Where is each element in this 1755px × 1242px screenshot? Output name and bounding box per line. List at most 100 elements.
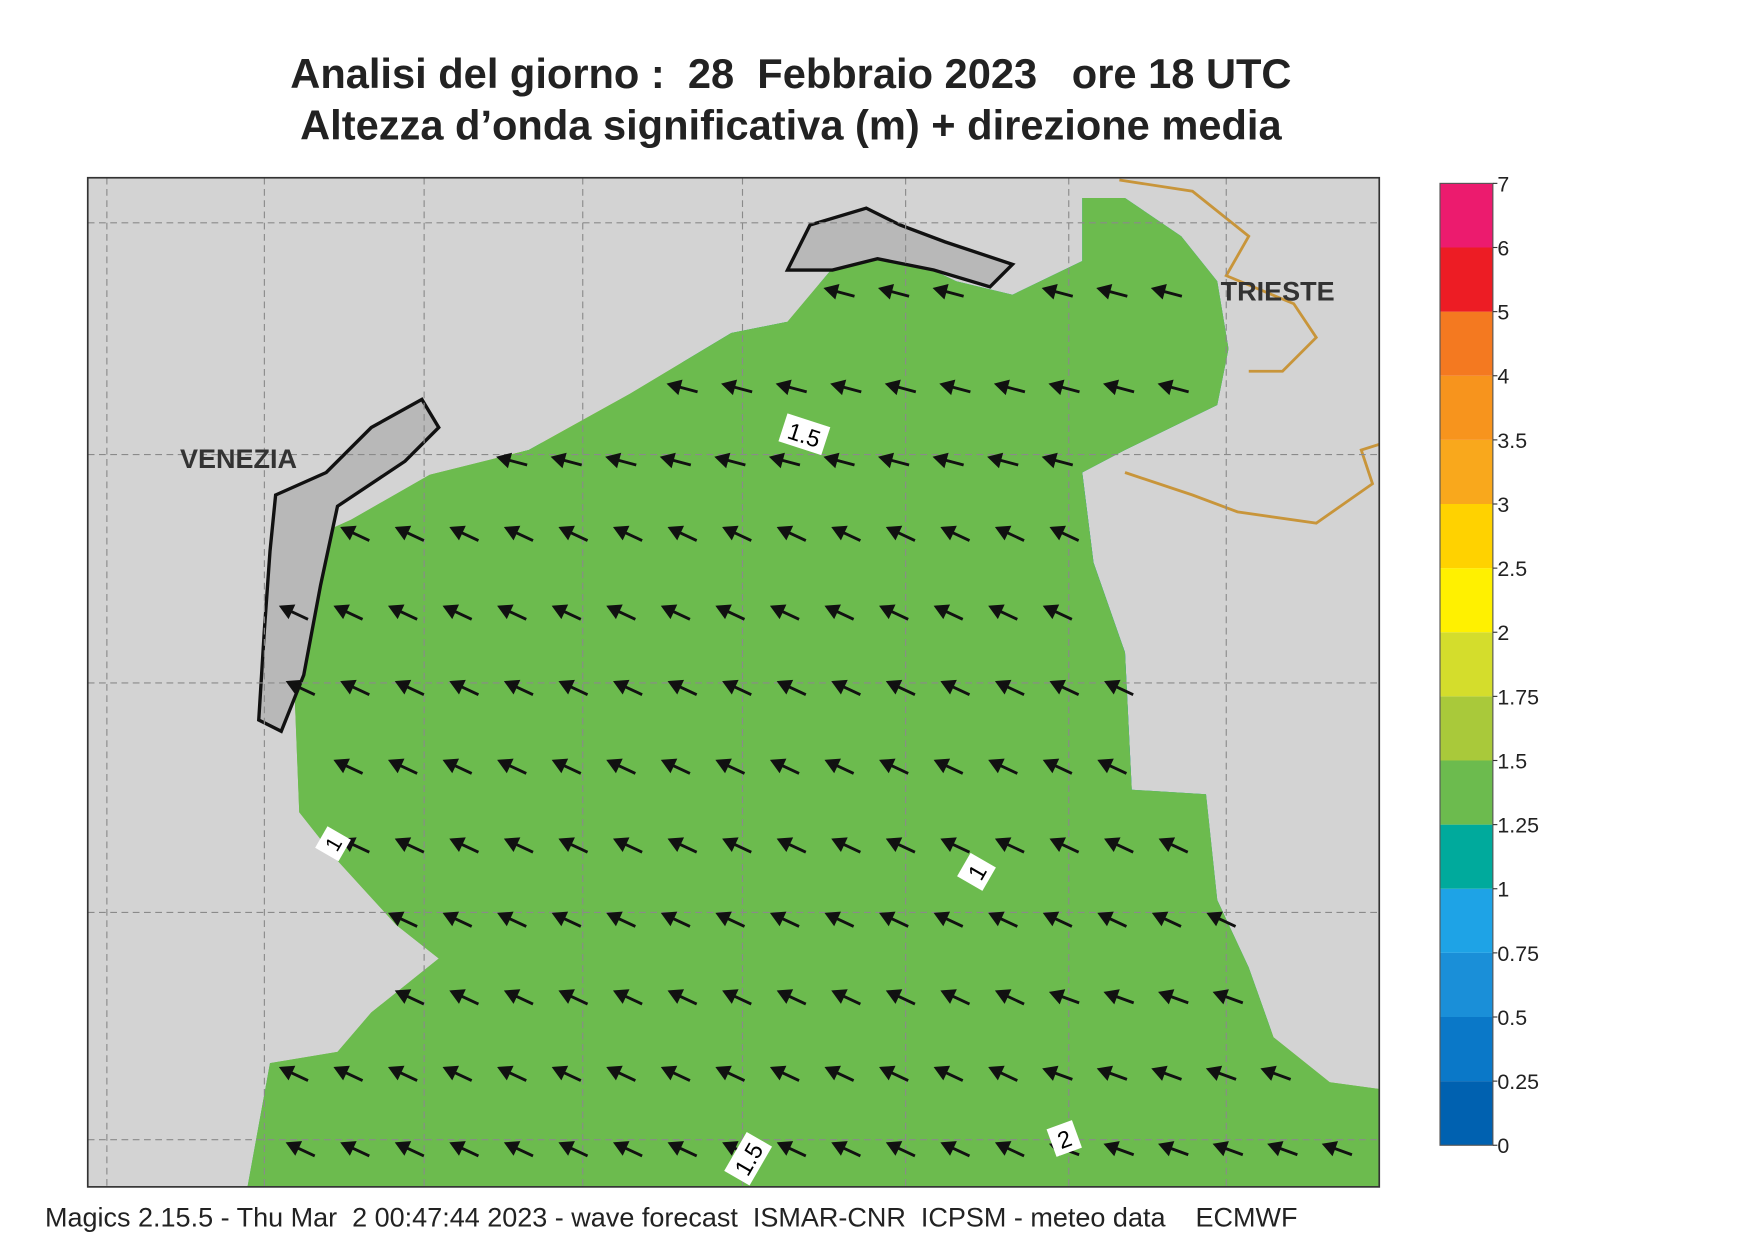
wave-arrow: [660, 604, 691, 621]
wave-arrow: [769, 604, 800, 621]
wave-arrow: [606, 1065, 636, 1082]
wave-arrow: [715, 911, 746, 928]
wave-arrow: [1157, 379, 1189, 396]
wave-arrow: [722, 989, 752, 1006]
wave-arrow: [394, 1141, 425, 1158]
colorbar-swatch: [1440, 696, 1493, 761]
wave-arrow: [940, 679, 971, 696]
wave-arrow: [940, 525, 971, 542]
wave-arrow: [932, 452, 964, 469]
wave-arrow: [278, 604, 309, 621]
wave-arrow: [503, 989, 534, 1006]
wave-arrow: [394, 989, 425, 1006]
wave-arrow: [721, 379, 753, 396]
wave-arrow: [497, 1065, 527, 1082]
wave-arrow: [823, 452, 855, 469]
wave-arrow: [994, 837, 1025, 854]
colorbar-label: 4: [1497, 365, 1509, 389]
colorbar: 0 0.25 0.5 0.75 1 1.25 1.5 1.75 2 2.5 3 3.5 4 5 6 7: [1439, 172, 1539, 1158]
wave-arrow: [831, 525, 861, 542]
wave-arrow: [879, 604, 909, 621]
wave-arrow: [442, 758, 473, 775]
wave-arrow: [394, 525, 425, 542]
colorbar-label: 3.5: [1497, 429, 1527, 453]
wave-arrow: [1212, 1141, 1244, 1157]
wave-arrow: [987, 452, 1019, 469]
wave-arrow: [1158, 1141, 1189, 1157]
wave-arrow: [885, 679, 916, 696]
wave-arrow: [606, 604, 636, 621]
wave-arrow: [558, 837, 589, 854]
wave-arrow: [1151, 911, 1182, 928]
wave-arrow: [496, 452, 528, 469]
wave-arrow: [1096, 283, 1128, 300]
wave-arrow: [1048, 379, 1080, 396]
wave-arrow: [1104, 837, 1134, 854]
wave-arrow: [722, 525, 752, 542]
wave-arrow: [988, 604, 1018, 621]
wave-arrow: [1158, 837, 1189, 854]
place-label: VENEZIA: [180, 444, 297, 474]
colorbar-frame: [1439, 182, 1494, 1146]
wave-arrow: [612, 989, 643, 1006]
wave-arrow: [606, 758, 636, 775]
wave-arrow: [550, 452, 583, 469]
wave-arrow: [667, 989, 698, 1006]
wave-arrow: [940, 989, 971, 1006]
footer: Magics 2.15.5 - Thu Mar 2 00:47:44 2023 …: [45, 1202, 1297, 1232]
wave-arrow: [940, 1141, 971, 1158]
colorbar-swatch: [1440, 568, 1493, 633]
wave-arrow: [285, 679, 316, 696]
wave-arrow: [503, 837, 534, 854]
colorbar-label: 2.5: [1497, 557, 1527, 581]
wave-arrow: [1048, 989, 1080, 1005]
wave-arrow: [551, 1065, 582, 1082]
wave-arrow: [667, 1141, 698, 1158]
wave-arrow: [449, 989, 480, 1006]
wave-arrow: [824, 758, 855, 775]
wave-arrow: [558, 525, 589, 542]
wave-arrow: [394, 679, 425, 696]
wave-arrow: [1158, 989, 1189, 1005]
colorbar-swatch: [1440, 1081, 1493, 1146]
wave-arrow: [442, 911, 473, 928]
wave-arrow: [715, 1065, 746, 1082]
wave-arrow: [1212, 989, 1244, 1005]
colorbar-swatch: [1440, 760, 1493, 825]
wave-arrow: [1097, 758, 1128, 775]
wave-arrow: [449, 837, 480, 854]
wave-arrow: [1049, 679, 1080, 696]
wave-arrow: [387, 604, 418, 621]
colorbar-swatch: [1440, 375, 1493, 440]
wave-arrow: [769, 911, 800, 928]
wave-arrow: [993, 379, 1026, 396]
wave-arrow: [333, 1065, 364, 1082]
colorbar-label: 1.75: [1497, 685, 1539, 709]
wave-arrow: [879, 911, 909, 928]
colorbar-swatch: [1440, 504, 1493, 569]
wave-arrow: [1103, 379, 1135, 396]
subtitle: Altezza d’onda significativa (m) + direz…: [300, 102, 1282, 149]
colorbar-swatch: [1440, 247, 1493, 312]
wave-arrow: [449, 679, 480, 696]
wave-arrow: [1267, 1141, 1298, 1157]
border: [1119, 178, 1380, 525]
wave-arrow: [885, 1141, 916, 1158]
wave-arrow: [612, 1141, 643, 1158]
wave-arrow: [776, 1141, 807, 1158]
wave-arrow: [278, 1065, 309, 1082]
wave-arrow: [503, 1141, 534, 1158]
wave-arrow: [1205, 1065, 1237, 1081]
wave-arrow: [1103, 1141, 1135, 1157]
colorbar-label: 1: [1497, 878, 1509, 902]
wave-arrow: [1042, 758, 1073, 775]
wave-arrow: [497, 758, 527, 775]
wave-arrow: [1096, 1065, 1128, 1081]
wave-arrow: [994, 525, 1025, 542]
place-label: TRIESTE: [1221, 276, 1335, 306]
wave-arrow: [715, 604, 746, 621]
title: Analisi del giorno : 28 Febbraio 2023 or…: [290, 50, 1291, 97]
wave-arrow: [340, 525, 370, 542]
wave-arrow: [1042, 911, 1073, 928]
wave-arrow: [1206, 911, 1237, 928]
